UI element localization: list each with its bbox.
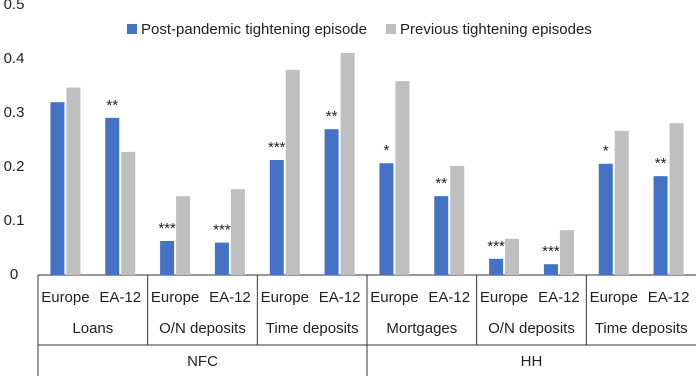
- outer-group-label: NFC: [187, 353, 218, 370]
- y-tick-label: 0.1: [4, 212, 25, 229]
- x-tick-label: EA-12: [319, 289, 361, 306]
- y-tick-label: 0.3: [4, 104, 25, 121]
- bar: [176, 196, 191, 275]
- bar: [324, 129, 339, 275]
- x-tick-label: Europe: [370, 289, 418, 306]
- significance-label: ***: [268, 139, 286, 156]
- x-tick-label: Europe: [590, 289, 638, 306]
- bar: [434, 196, 449, 275]
- significance-label: ***: [487, 238, 505, 255]
- bar: [160, 240, 175, 275]
- group-label: O/N deposits: [159, 320, 246, 337]
- x-tick-label: EA-12: [648, 289, 690, 306]
- significance-label: *: [383, 142, 389, 159]
- bar: [489, 258, 504, 275]
- significance-label: *: [603, 143, 609, 160]
- x-tick-label: EA-12: [538, 289, 580, 306]
- bar: [269, 159, 284, 275]
- significance-label: **: [106, 97, 118, 114]
- bar: [66, 87, 81, 276]
- y-tick-label: 0: [10, 266, 18, 283]
- legend-swatch: [127, 24, 137, 34]
- significance-label: **: [326, 108, 338, 125]
- bar: [379, 163, 394, 275]
- significance-label: ***: [542, 243, 560, 260]
- significance-label: ***: [158, 220, 176, 237]
- y-tick-label: 0.5: [4, 0, 25, 13]
- group-label: Loans: [72, 320, 113, 337]
- bar: [653, 176, 668, 275]
- bar: [450, 165, 465, 275]
- legend-label: Previous tightening episodes: [400, 21, 592, 38]
- bar: [105, 117, 120, 275]
- legend-swatch: [386, 24, 396, 34]
- group-label: O/N deposits: [488, 320, 575, 337]
- bar: [614, 130, 629, 275]
- group-label: Time deposits: [266, 320, 359, 337]
- significance-label: **: [435, 175, 447, 192]
- bar: [669, 123, 684, 275]
- x-tick-label: Europe: [151, 289, 199, 306]
- x-tick-label: Europe: [261, 289, 309, 306]
- bar: [214, 242, 229, 275]
- bar: [543, 264, 558, 275]
- bar: [285, 69, 300, 275]
- bar: [121, 151, 136, 275]
- significance-label: **: [655, 155, 667, 172]
- x-tick-label: Europe: [41, 289, 89, 306]
- bar: [395, 81, 410, 275]
- bar: [505, 238, 520, 275]
- bar: [230, 189, 245, 275]
- x-tick-label: EA-12: [99, 289, 141, 306]
- y-tick-label: 0.4: [4, 50, 25, 67]
- bar: [559, 230, 574, 275]
- bar: [50, 102, 65, 275]
- x-tick-label: EA-12: [209, 289, 251, 306]
- bar: [598, 163, 613, 275]
- x-tick-label: EA-12: [428, 289, 470, 306]
- group-label: Time deposits: [595, 320, 688, 337]
- group-label: Mortgages: [386, 320, 457, 337]
- x-tick-label: Europe: [480, 289, 528, 306]
- bar: [340, 53, 355, 276]
- legend-label: Post-pandemic tightening episode: [141, 21, 367, 38]
- y-tick-label: 0.2: [4, 158, 25, 175]
- significance-label: ***: [213, 222, 231, 239]
- outer-group-label: HH: [521, 353, 543, 370]
